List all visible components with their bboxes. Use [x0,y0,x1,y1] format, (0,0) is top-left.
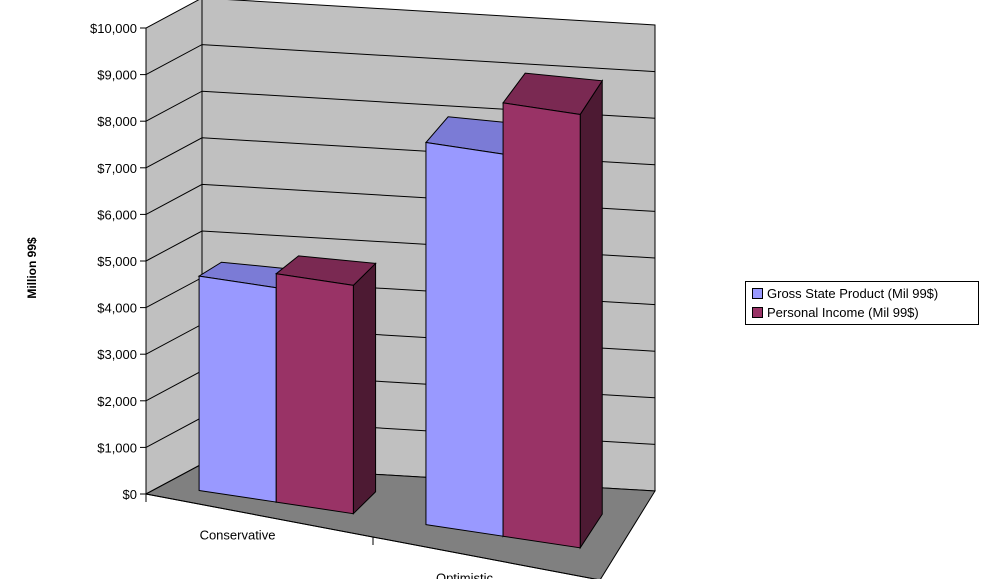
y-tick-label: $4,000 [97,301,137,316]
y-tick-label: $5,000 [97,254,137,269]
x-tick-label: Conservative [200,528,276,543]
y-tick-label: $7,000 [97,161,137,176]
bar-personal-optimistic [502,72,604,550]
y-axis: $0 $1,000 $2,000 $3,000 $4,000 $5,000 $6,000 $7… [90,21,147,502]
legend-label: Gross State Product (Mil 99$) [767,286,939,301]
bar-front [198,275,277,503]
legend-item-gross-state-product: Gross State Product (Mil 99$) [752,284,978,303]
y-tick-label: $9,000 [97,68,137,83]
legend-swatch-gross-state-product [752,288,763,299]
y-tick-label: $8,000 [97,114,137,129]
side-wall [145,0,203,495]
y-tick-label: $10,000 [90,21,137,36]
y-tick-label: $3,000 [97,347,137,362]
bar-side [579,79,603,550]
bar-front [275,273,354,515]
legend-label: Personal Income (Mil 99$) [767,305,919,320]
x-axis: Conservative Optimistic [145,493,598,579]
y-tick-label: $1,000 [97,440,137,455]
x-tick-label: Optimistic [436,571,494,579]
y-tick-label: $2,000 [97,394,137,409]
bars [197,72,604,550]
legend-swatch-personal-income [752,307,763,318]
legend-item-personal-income: Personal Income (Mil 99$) [752,303,978,322]
legend: Gross State Product (Mil 99$) Personal I… [745,281,979,325]
bar-front [502,102,581,549]
bar-front [425,141,504,537]
gridline [145,44,656,76]
bar-side [352,262,377,515]
y-axis-title: Million 99$ [25,237,39,299]
y-tick-label: $0 [123,487,137,502]
bar-personal-conservative [275,255,377,515]
y-tick-label: $6,000 [97,207,137,222]
